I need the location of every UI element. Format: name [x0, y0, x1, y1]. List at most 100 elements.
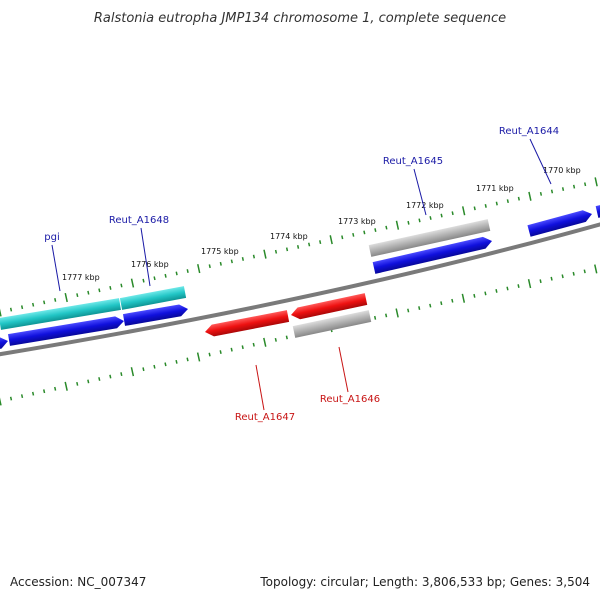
ruler-label: 1776 kbp [131, 260, 169, 269]
ruler-tick [208, 264, 211, 269]
ruler-tick [20, 305, 24, 310]
ruler-tick [274, 249, 278, 254]
ruler-tick [363, 230, 366, 235]
ruler-tick [252, 254, 256, 259]
ruler-tick [186, 357, 189, 362]
ruler-tick [87, 290, 90, 295]
ruler-tick [528, 191, 532, 201]
ruler-labels: 1777 kbp 1776 kbp 1775 kbp 1774 kbp 1773 kbp… [62, 166, 581, 282]
ruler-tick [175, 359, 178, 364]
gene-label: Reut_A1648 [109, 215, 169, 226]
ruler-tick [32, 302, 35, 307]
ruler-tick [429, 303, 432, 308]
gene-feature-blue [372, 236, 493, 274]
ruler-tick [219, 261, 222, 266]
gene-feature-gray [292, 310, 372, 338]
gene-label-leaders [51, 138, 552, 411]
gene-feature-blue [527, 210, 592, 237]
ruler-tick [583, 182, 587, 187]
gene-label-leader-line [529, 138, 552, 185]
ruler-tick [109, 285, 112, 290]
ruler-tick [219, 350, 222, 355]
ruler-tick [230, 259, 233, 264]
ruler-tick [572, 184, 576, 189]
ruler-ticks-lower [0, 264, 598, 406]
ruler-tick [175, 271, 178, 276]
ruler-tick [572, 271, 575, 276]
ruler-ticks-upper [0, 177, 598, 317]
ruler-tick [308, 242, 311, 247]
ruler-tick [252, 342, 255, 347]
gene-feature-blue [0, 336, 9, 351]
chromosome-backbone [0, 222, 600, 357]
ruler-tick [130, 278, 135, 288]
ruler-tick [583, 269, 586, 274]
ruler-tick [285, 247, 289, 252]
ruler-tick [120, 283, 123, 288]
ruler-tick [517, 196, 520, 201]
ruler-tick [142, 367, 145, 372]
ruler-tick [285, 335, 288, 340]
gene-feature-red [205, 310, 290, 337]
gene-label-leader-line [140, 227, 151, 287]
ruler-tick [241, 345, 244, 350]
ruler-tick [0, 308, 2, 317]
ruler-tick [418, 306, 421, 310]
ruler-tick [594, 177, 598, 187]
ruler-tick [561, 187, 565, 191]
ruler-tick [87, 379, 90, 384]
ruler-tick [9, 307, 13, 312]
ruler-tick [429, 216, 432, 220]
ruler-tick [64, 292, 68, 303]
ruler-tick [319, 240, 322, 245]
ruler-tick [539, 279, 542, 284]
ruler-tick [407, 308, 410, 313]
ruler-label: 1773 kbp [338, 217, 376, 226]
ruler-tick [208, 352, 211, 357]
ruler-tick [539, 191, 543, 196]
gene-feature-red [291, 293, 368, 320]
ruler-label: 1770 kbp [543, 166, 581, 175]
gene-label-leader-line [51, 244, 61, 292]
ruler-tick [241, 257, 244, 261]
ruler-tick [263, 337, 267, 347]
gene-label-leader-line [413, 168, 427, 216]
ruler-label: 1774 kbp [270, 232, 308, 241]
gene-label: Reut_A1646 [320, 394, 380, 405]
ruler-tick [130, 367, 135, 377]
ruler-tick [385, 313, 388, 318]
gene-label: pgi [44, 232, 59, 243]
ruler-tick [527, 279, 532, 289]
gene-label-leader-line [255, 364, 265, 411]
ruler-tick [495, 289, 498, 293]
ruler-tick [461, 293, 466, 303]
ruler-tick [31, 391, 35, 396]
ruler-tick [506, 199, 509, 204]
ruler-tick [164, 362, 167, 367]
topology-text: Topology: circular; Length: 3,806,533 bp… [259, 575, 590, 589]
ruler-tick [76, 293, 79, 298]
ruler-tick [329, 235, 333, 245]
ruler-tick [461, 206, 466, 216]
gene-feature-cyan [119, 286, 187, 310]
ruler-tick [517, 284, 520, 288]
ruler-tick [407, 220, 410, 225]
ruler-tick [550, 276, 553, 281]
ruler-tick [440, 213, 443, 218]
accession-text: Accession: NC_007347 [10, 575, 146, 589]
ruler-tick [395, 308, 399, 318]
ruler-tick [263, 249, 267, 259]
map-title: Ralstonia eutropha JMP134 chromosome 1, … [94, 11, 506, 26]
ruler-tick [76, 381, 79, 386]
ruler-label: 1775 kbp [201, 247, 239, 256]
ruler-tick [274, 337, 277, 342]
ruler-tick [197, 264, 201, 274]
ruler-tick [594, 264, 598, 274]
ruler-tick [109, 374, 112, 379]
ruler-tick [98, 288, 101, 293]
ruler-tick [352, 232, 355, 237]
ruler-tick [230, 347, 233, 352]
ruler-tick [54, 386, 57, 391]
ruler-tick [186, 269, 189, 273]
